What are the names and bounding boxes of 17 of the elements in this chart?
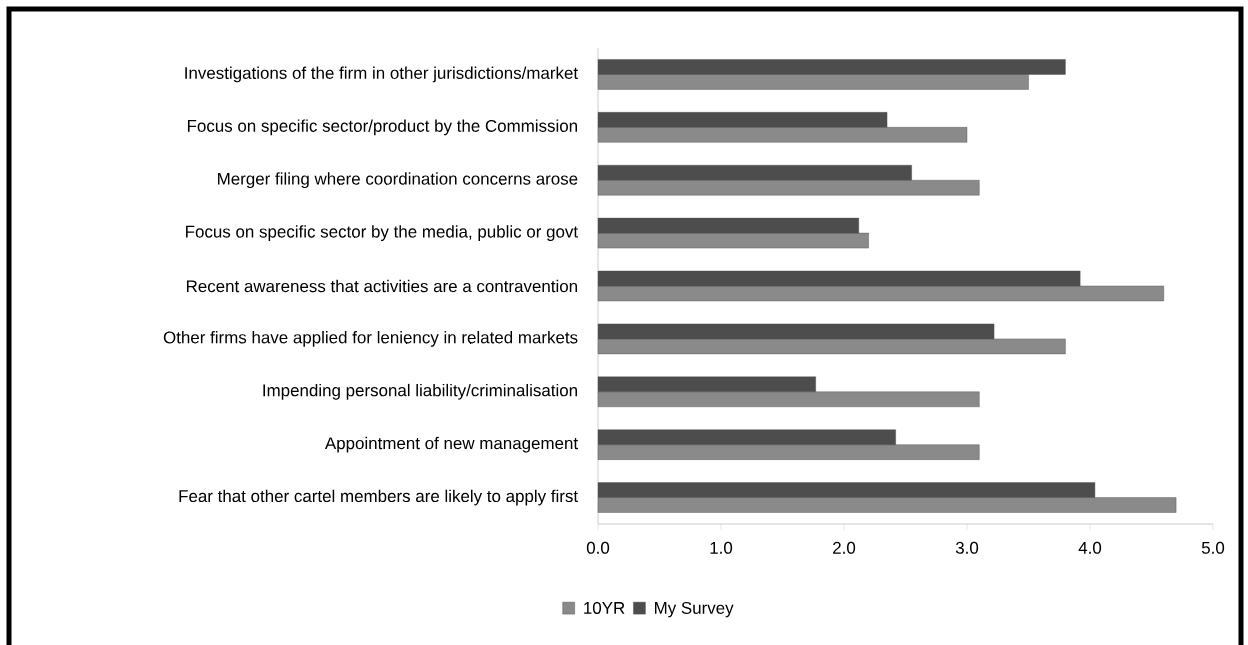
y-tick-label: Appointment of new management [324, 436, 578, 453]
y-tick-label: Merger filing where coordination concerns arose [218, 172, 578, 189]
y-tick-label: Investigations of the firm in other jurisdictions/market [185, 66, 578, 83]
y-tick-label: Focus on specific sector by the media, public or govt [186, 225, 578, 241]
x-tick-label: 5.0 [1201, 541, 1225, 554]
x-tick-label: 0.0 [586, 541, 610, 554]
y-tick-label: Fear that other cartel members are likely to apply first [179, 489, 578, 506]
y-tick-label: Other firms have applied for leniency in related markets [163, 330, 578, 347]
legend-label: 10YR [584, 601, 625, 614]
y-tick-label: Impending personal liability/criminalisation [263, 383, 577, 400]
x-tick-label: 1.0 [710, 541, 733, 554]
x-tick-label: 4.0 [1078, 541, 1102, 554]
legend-label: My Survey [655, 601, 734, 618]
y-tick-label: Focus on specific sector/product by the Commission [187, 119, 577, 136]
x-tick-label: 3.0 [955, 541, 979, 554]
x-tick-label: 2.0 [833, 541, 856, 554]
y-tick-label: Recent awareness that activities are a contravention [186, 279, 577, 293]
